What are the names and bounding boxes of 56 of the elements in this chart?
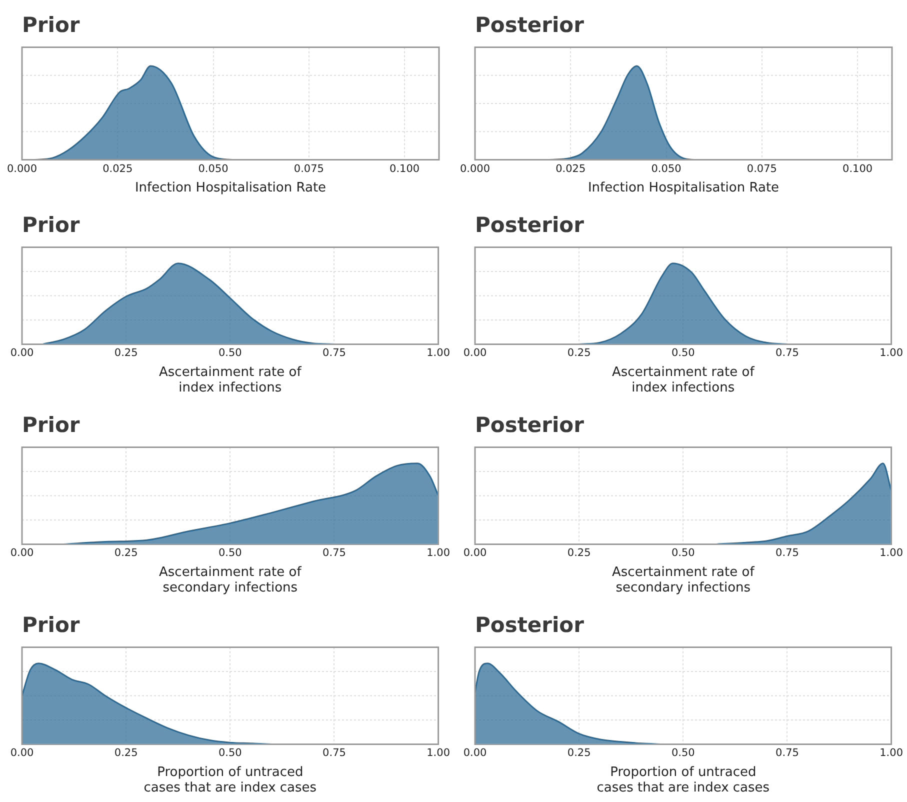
x-tick-label: 0.00: [10, 547, 34, 560]
x-tick-label: 0.25: [567, 547, 591, 560]
chart-title: Posterior: [475, 613, 585, 638]
x-tick-label: 1.00: [426, 747, 450, 760]
x-tick-label: 1.00: [426, 347, 450, 360]
x-tick-label: 0.25: [567, 347, 591, 360]
x-tick-label: 0.00: [10, 347, 34, 360]
x-axis-title: Infection Hospitalisation Rate: [588, 180, 780, 196]
x-axis-title: Ascertainment rate of index infections: [159, 364, 302, 396]
x-tick-label: 0.75: [322, 547, 346, 560]
x-tick-label: 0.50: [671, 347, 695, 360]
x-tick-label: 0.25: [567, 747, 591, 760]
x-tick-label: 0.025: [556, 162, 586, 175]
x-tick-label: 0.50: [671, 547, 695, 560]
x-tick-label: 0.075: [294, 162, 324, 175]
x-tick-label: 0.75: [322, 347, 346, 360]
x-tick-label: 0.000: [6, 162, 38, 175]
x-tick-label: 0.050: [198, 162, 228, 175]
x-axis-title: Ascertainment rate of index infections: [612, 364, 755, 396]
x-axis-title: Ascertainment rate of secondary infections: [159, 564, 302, 596]
x-tick-label: 0.75: [322, 747, 346, 760]
chart-title: Prior: [22, 413, 80, 438]
x-tick-label: 0.75: [776, 547, 799, 560]
x-tick-label: 1.00: [880, 747, 904, 760]
x-tick-label: 0.050: [651, 162, 682, 175]
chart-title: Posterior: [475, 13, 585, 38]
x-tick-label: 0.100: [842, 162, 873, 175]
x-tick-label: 0.00: [463, 547, 487, 560]
x-axis-title: Ascertainment rate of secondary infections: [612, 564, 755, 596]
x-tick-label: 0.000: [460, 162, 490, 175]
x-tick-label: 0.25: [114, 547, 138, 560]
x-tick-label: 0.075: [746, 162, 777, 175]
x-tick-label: 0.100: [390, 162, 420, 175]
x-tick-label: 0.00: [10, 747, 34, 760]
chart-title: Posterior: [475, 213, 585, 238]
x-axis-title: Proportion of untraced cases that are index cases: [596, 764, 770, 796]
x-tick-label: 1.00: [426, 547, 450, 560]
x-tick-label: 0.25: [114, 347, 138, 360]
x-tick-label: 0.75: [776, 347, 799, 360]
x-tick-label: 1.00: [880, 347, 904, 360]
x-tick-label: 0.25: [114, 747, 138, 760]
x-axis-title: Infection Hospitalisation Rate: [134, 180, 326, 196]
x-tick-label: 1.00: [880, 547, 904, 560]
x-tick-label: 0.025: [102, 162, 133, 175]
chart-title: Prior: [22, 613, 80, 638]
x-tick-label: 0.50: [671, 747, 695, 760]
chart-title: Prior: [22, 213, 80, 238]
x-tick-label: 0.00: [463, 347, 487, 360]
chart-title: Prior: [22, 13, 80, 38]
x-axis-title: Proportion of untraced cases that are index cases: [144, 764, 317, 796]
x-tick-label: 0.00: [463, 747, 487, 760]
x-tick-label: 0.50: [218, 547, 242, 560]
chart-title: Posterior: [475, 413, 585, 438]
x-tick-label: 0.50: [218, 747, 242, 760]
x-tick-label: 0.75: [776, 747, 799, 760]
x-tick-label: 0.50: [218, 347, 242, 360]
